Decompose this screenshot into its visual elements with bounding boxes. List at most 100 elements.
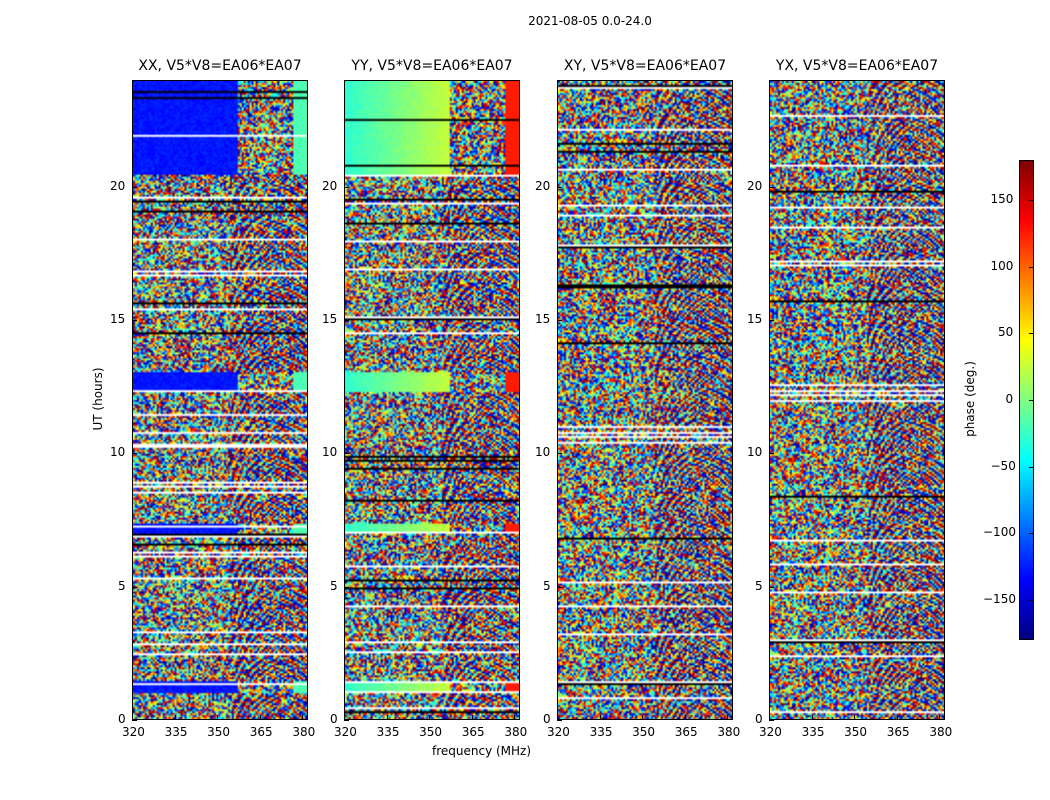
colorbar-tick-mark: [1029, 533, 1034, 535]
colorbar-tick-label: −100: [983, 525, 1016, 540]
x-tick-mark: [557, 715, 558, 720]
heatmap-panel-3: [769, 80, 945, 720]
y-tick-mark: [769, 720, 774, 721]
x-tick-label: 350: [207, 725, 231, 739]
colorbar-label: phase (deg.): [963, 361, 977, 437]
x-tick-mark: [429, 715, 431, 720]
y-tick-mark: [132, 186, 137, 188]
y-tick-mark: [132, 586, 137, 588]
colorbar-tick-label: 100: [990, 258, 1014, 273]
x-tick-label: 335: [589, 725, 613, 739]
colorbar-tick-mark: [1029, 600, 1034, 601]
y-tick-label: 20: [322, 178, 338, 193]
x-tick-label: 320: [547, 725, 570, 739]
panel-title-2: XY, V5*V8=EA06*EA07: [563, 58, 727, 74]
heatmap-cells-1: [345, 81, 519, 719]
y-tick-label: 0: [755, 712, 763, 726]
panel-title-0: XX, V5*V8=EA06*EA07: [138, 58, 302, 74]
y-tick-mark: [344, 586, 349, 588]
y-tick-label: 5: [755, 578, 763, 593]
y-tick-label: 20: [110, 178, 126, 193]
x-tick-label: 365: [886, 725, 910, 739]
x-tick-mark: [132, 715, 133, 720]
x-tick-label: 335: [164, 725, 188, 739]
x-tick-mark: [684, 715, 686, 720]
heatmap-panel-0: [132, 80, 308, 720]
y-tick-mark: [769, 320, 774, 321]
x-axis-label: frequency (MHz): [432, 744, 532, 758]
x-tick-mark: [386, 715, 388, 720]
colorbar-tick-mark: [1029, 466, 1034, 468]
y-tick-mark: [769, 453, 774, 455]
y-tick-label: 5: [118, 578, 126, 593]
panel-title-3: YX, V5*V8=EA06*EA07: [775, 58, 939, 74]
x-tick-mark: [811, 715, 813, 720]
y-tick-mark: [344, 320, 349, 321]
x-tick-mark: [769, 715, 770, 720]
x-tick-mark: [302, 715, 304, 720]
x-tick-mark: [217, 715, 219, 720]
x-tick-label: 320: [759, 725, 782, 739]
x-tick-label: 365: [674, 725, 698, 739]
x-tick-mark: [896, 715, 898, 720]
y-tick-label: 15: [535, 312, 551, 326]
y-tick-label: 0: [330, 712, 338, 726]
heatmap-cells-0: [133, 81, 307, 719]
colorbar-tick-label: 150: [990, 192, 1014, 206]
y-tick-mark: [557, 320, 562, 321]
x-tick-label: 380: [292, 725, 316, 739]
x-tick-mark: [599, 715, 601, 720]
y-tick-label: 0: [543, 712, 551, 726]
x-tick-mark: [854, 715, 856, 720]
y-tick-mark: [557, 453, 562, 455]
colorbar-tick-mark: [1029, 266, 1034, 268]
x-tick-label: 350: [632, 725, 656, 739]
colorbar-tick-label: −50: [990, 458, 1016, 473]
colorbar-tick-label: 50: [998, 325, 1014, 340]
colorbar-tick-mark: [1029, 200, 1034, 201]
y-tick-mark: [557, 586, 562, 588]
x-tick-label: 320: [122, 725, 145, 739]
x-tick-mark: [174, 715, 176, 720]
x-tick-label: 335: [801, 725, 825, 739]
colorbar-tick-label: 0: [1005, 392, 1014, 406]
x-tick-mark: [727, 715, 729, 720]
y-tick-mark: [132, 320, 137, 321]
x-tick-mark: [259, 715, 261, 720]
colorbar-tick-label: −150: [983, 592, 1016, 606]
x-tick-label: 335: [376, 725, 400, 739]
y-tick-mark: [132, 720, 137, 721]
y-tick-label: 15: [747, 312, 763, 326]
y-tick-mark: [344, 453, 349, 455]
y-tick-mark: [132, 453, 137, 455]
x-tick-label: 365: [461, 725, 485, 739]
heatmap-cells-2: [558, 81, 732, 719]
y-tick-label: 10: [747, 445, 763, 460]
y-axis-label: UT (hours): [91, 367, 105, 431]
y-tick-label: 20: [535, 178, 551, 193]
y-tick-label: 15: [110, 312, 126, 326]
y-tick-label: 15: [322, 312, 338, 326]
y-tick-label: 20: [747, 178, 763, 193]
x-tick-label: 350: [419, 725, 443, 739]
heatmap-panel-1: [344, 80, 520, 720]
x-tick-label: 365: [249, 725, 273, 739]
colorbar-tick-mark: [1029, 400, 1034, 401]
x-tick-mark: [514, 715, 516, 720]
x-tick-label: 350: [844, 725, 868, 739]
x-tick-label: 380: [929, 725, 953, 739]
y-tick-mark: [769, 586, 774, 588]
x-tick-mark: [939, 715, 941, 720]
y-tick-mark: [769, 186, 774, 188]
x-tick-label: 320: [334, 725, 357, 739]
x-tick-mark: [344, 715, 345, 720]
y-tick-label: 10: [535, 445, 551, 460]
y-tick-mark: [344, 720, 349, 721]
y-tick-label: 10: [322, 445, 338, 460]
y-tick-label: 0: [118, 712, 126, 726]
x-tick-label: 380: [504, 725, 528, 739]
y-tick-mark: [557, 720, 562, 721]
heatmap-cells-3: [770, 81, 944, 719]
x-tick-label: 380: [717, 725, 741, 739]
